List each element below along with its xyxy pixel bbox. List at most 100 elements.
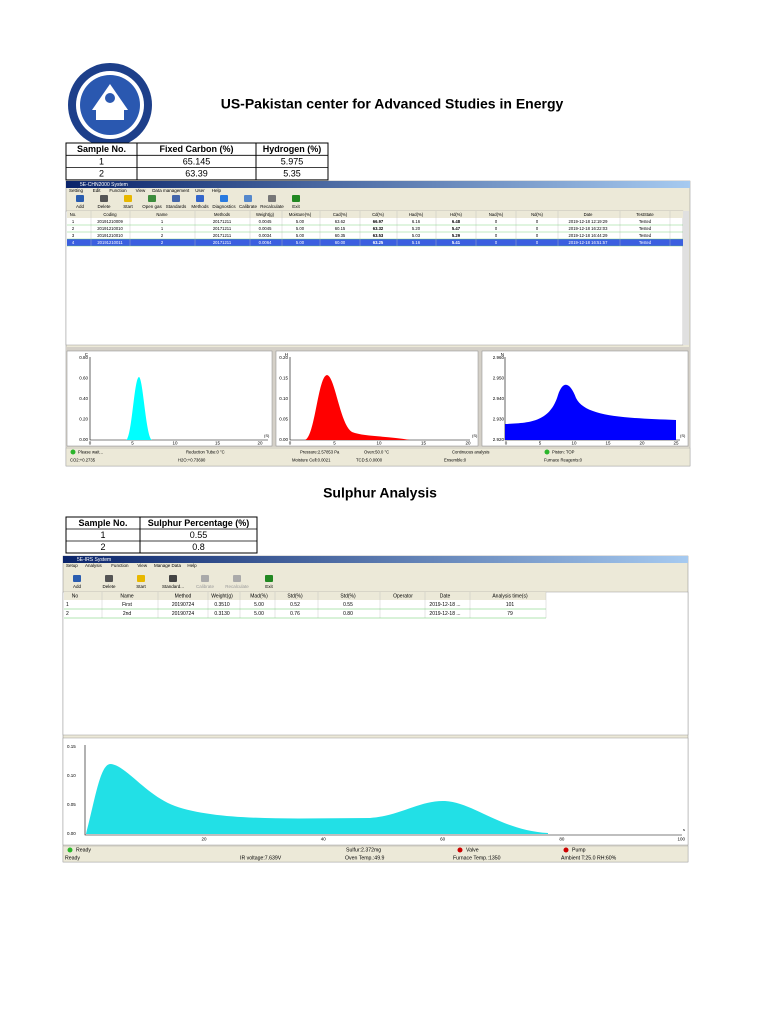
grid-cell: 20191210011 (97, 240, 123, 245)
table (65, 142, 329, 181)
grid-cell: 2019-12-18 16:44:29 (569, 233, 609, 238)
x-tick-label: 0 (89, 441, 92, 446)
toolbar-button[interactable]: Exit (265, 584, 273, 589)
window-title: 5E-IRS System (77, 557, 111, 563)
x-tick-label: 15 (215, 441, 221, 446)
grid-cell: 66.97 (373, 219, 384, 224)
toolbar-button[interactable]: Start (136, 584, 146, 589)
screenshot-1 (65, 180, 691, 467)
grid-cell: 0 (495, 226, 498, 231)
y-tick-label: 0.00 (79, 437, 88, 442)
y-tick-label: 0.40 (79, 396, 88, 401)
grid-cell: 5.00 (296, 226, 305, 231)
grid-cell: 20191210010 (97, 226, 123, 231)
grid-cell: 0 (536, 240, 539, 245)
x-tick-label: 60 (440, 837, 446, 842)
axis-name: H (285, 352, 288, 357)
grid-header: Mad(%) (250, 593, 268, 599)
menu-item[interactable]: Help (212, 188, 222, 193)
menu-item[interactable]: Help (187, 563, 197, 568)
toolbar-button[interactable]: Open gas (142, 204, 162, 209)
toolbar-button[interactable]: Diagnostics (212, 204, 236, 209)
x-tick-label: 5 (333, 441, 336, 446)
menu-item[interactable]: Edit (93, 188, 102, 193)
grid-header: Weight(g) (211, 593, 233, 599)
status-text: Please wait... (78, 450, 103, 455)
table-cell: 5.975 (281, 156, 304, 166)
menu-item[interactable]: Analysis (85, 563, 103, 568)
grid-cell: 1 (72, 219, 75, 224)
table-header: Sulphur Percentage (%) (148, 518, 250, 528)
grid-header: Std(%) (340, 593, 356, 599)
toolbar-button[interactable]: Delete (102, 584, 116, 589)
x-tick-label: 15 (421, 441, 427, 446)
table-header: Hydrogen (%) (263, 144, 322, 154)
menu-item[interactable]: View (136, 188, 146, 193)
grid-cell: 5.00 (296, 219, 305, 224)
window-title: 5E-CHN2000 System (80, 182, 128, 188)
grid-header: Std(%) (287, 593, 303, 599)
table-cell: 0.8 (192, 542, 205, 552)
menu-item[interactable]: User (195, 188, 205, 193)
table (65, 516, 258, 554)
toolbar-button[interactable]: Add (73, 584, 82, 589)
menu-item[interactable]: Data management (152, 188, 190, 193)
table-cell: 65.145 (183, 156, 211, 166)
menu-item[interactable]: Setup (66, 563, 78, 568)
status-text: Furnace Reagents:0 (544, 458, 583, 463)
grid-cell: 5.29 (452, 233, 461, 238)
grid-cell: 63.25 (373, 240, 384, 245)
toolbar-button[interactable]: Add (76, 204, 85, 209)
toolbar-icon (100, 195, 108, 202)
grid-header-bg (67, 211, 683, 218)
grid-header: Weight(g) (256, 212, 275, 217)
menu-item[interactable]: Function (111, 563, 129, 568)
menu-item[interactable]: Manage Data (154, 563, 182, 568)
toolbar-icon (105, 575, 113, 582)
menu-item[interactable]: Setting (69, 188, 84, 193)
toolbar-button[interactable]: Start (123, 204, 133, 209)
logo (68, 63, 152, 147)
toolbar-button[interactable]: Exit (292, 204, 300, 209)
axis-name: N (501, 352, 504, 357)
axis-unit: s (683, 827, 685, 832)
menu-item[interactable]: Function (109, 188, 127, 193)
toolbar-button[interactable]: Standards (166, 204, 187, 209)
grid-cell: 1 (66, 602, 69, 608)
grid-cell: 20171211 (213, 226, 232, 231)
grid-header: Date (584, 212, 594, 217)
toolbar-button[interactable]: Calibrate (239, 204, 258, 209)
toolbar-button[interactable]: Calibrate (196, 584, 215, 589)
grid-cell: 20190724 (172, 611, 194, 617)
grid-cell: 2019-12-18 12:19:29 (569, 219, 609, 224)
grid-cell: Tested (639, 240, 652, 245)
toolbar-icon (292, 195, 300, 202)
y-tick-label: 0.05 (67, 802, 76, 807)
menu-item[interactable]: View (137, 563, 147, 568)
grid-cell: 0 (536, 233, 539, 238)
x-tick-label: 5 (539, 441, 542, 446)
x-tick-label: 20 (465, 441, 471, 446)
toolbar-button[interactable]: Recalculate (225, 584, 249, 589)
grid-cell: 2019-12-18 ... (429, 611, 460, 617)
toolbar-button[interactable]: Recalculate (260, 204, 284, 209)
axis-name: C (85, 352, 89, 357)
status-text: Ready (76, 847, 91, 853)
x-tick-label: 100 (677, 837, 685, 842)
grid-cell: 20191210010 (97, 233, 123, 238)
grid-cell: 1 (161, 226, 164, 231)
toolbar-button[interactable]: Delete (97, 204, 111, 209)
grid-cell: 60.15 (335, 226, 346, 231)
table-cell: 63.39 (185, 169, 208, 179)
status-text: Sulfur:2.372mg (346, 847, 381, 853)
x-tick-label: 25 (673, 441, 679, 446)
grid-cell: 63.32 (373, 226, 384, 231)
grid-header: Date (440, 593, 451, 599)
toolbar-button[interactable]: Standard... (162, 584, 184, 589)
grid-cell: 2 (161, 233, 164, 238)
grid-header: Name (156, 212, 168, 217)
grid-cell: 0 (495, 219, 498, 224)
grid-header: Cad(%) (333, 212, 348, 217)
toolbar-button[interactable]: Methods (191, 204, 209, 209)
